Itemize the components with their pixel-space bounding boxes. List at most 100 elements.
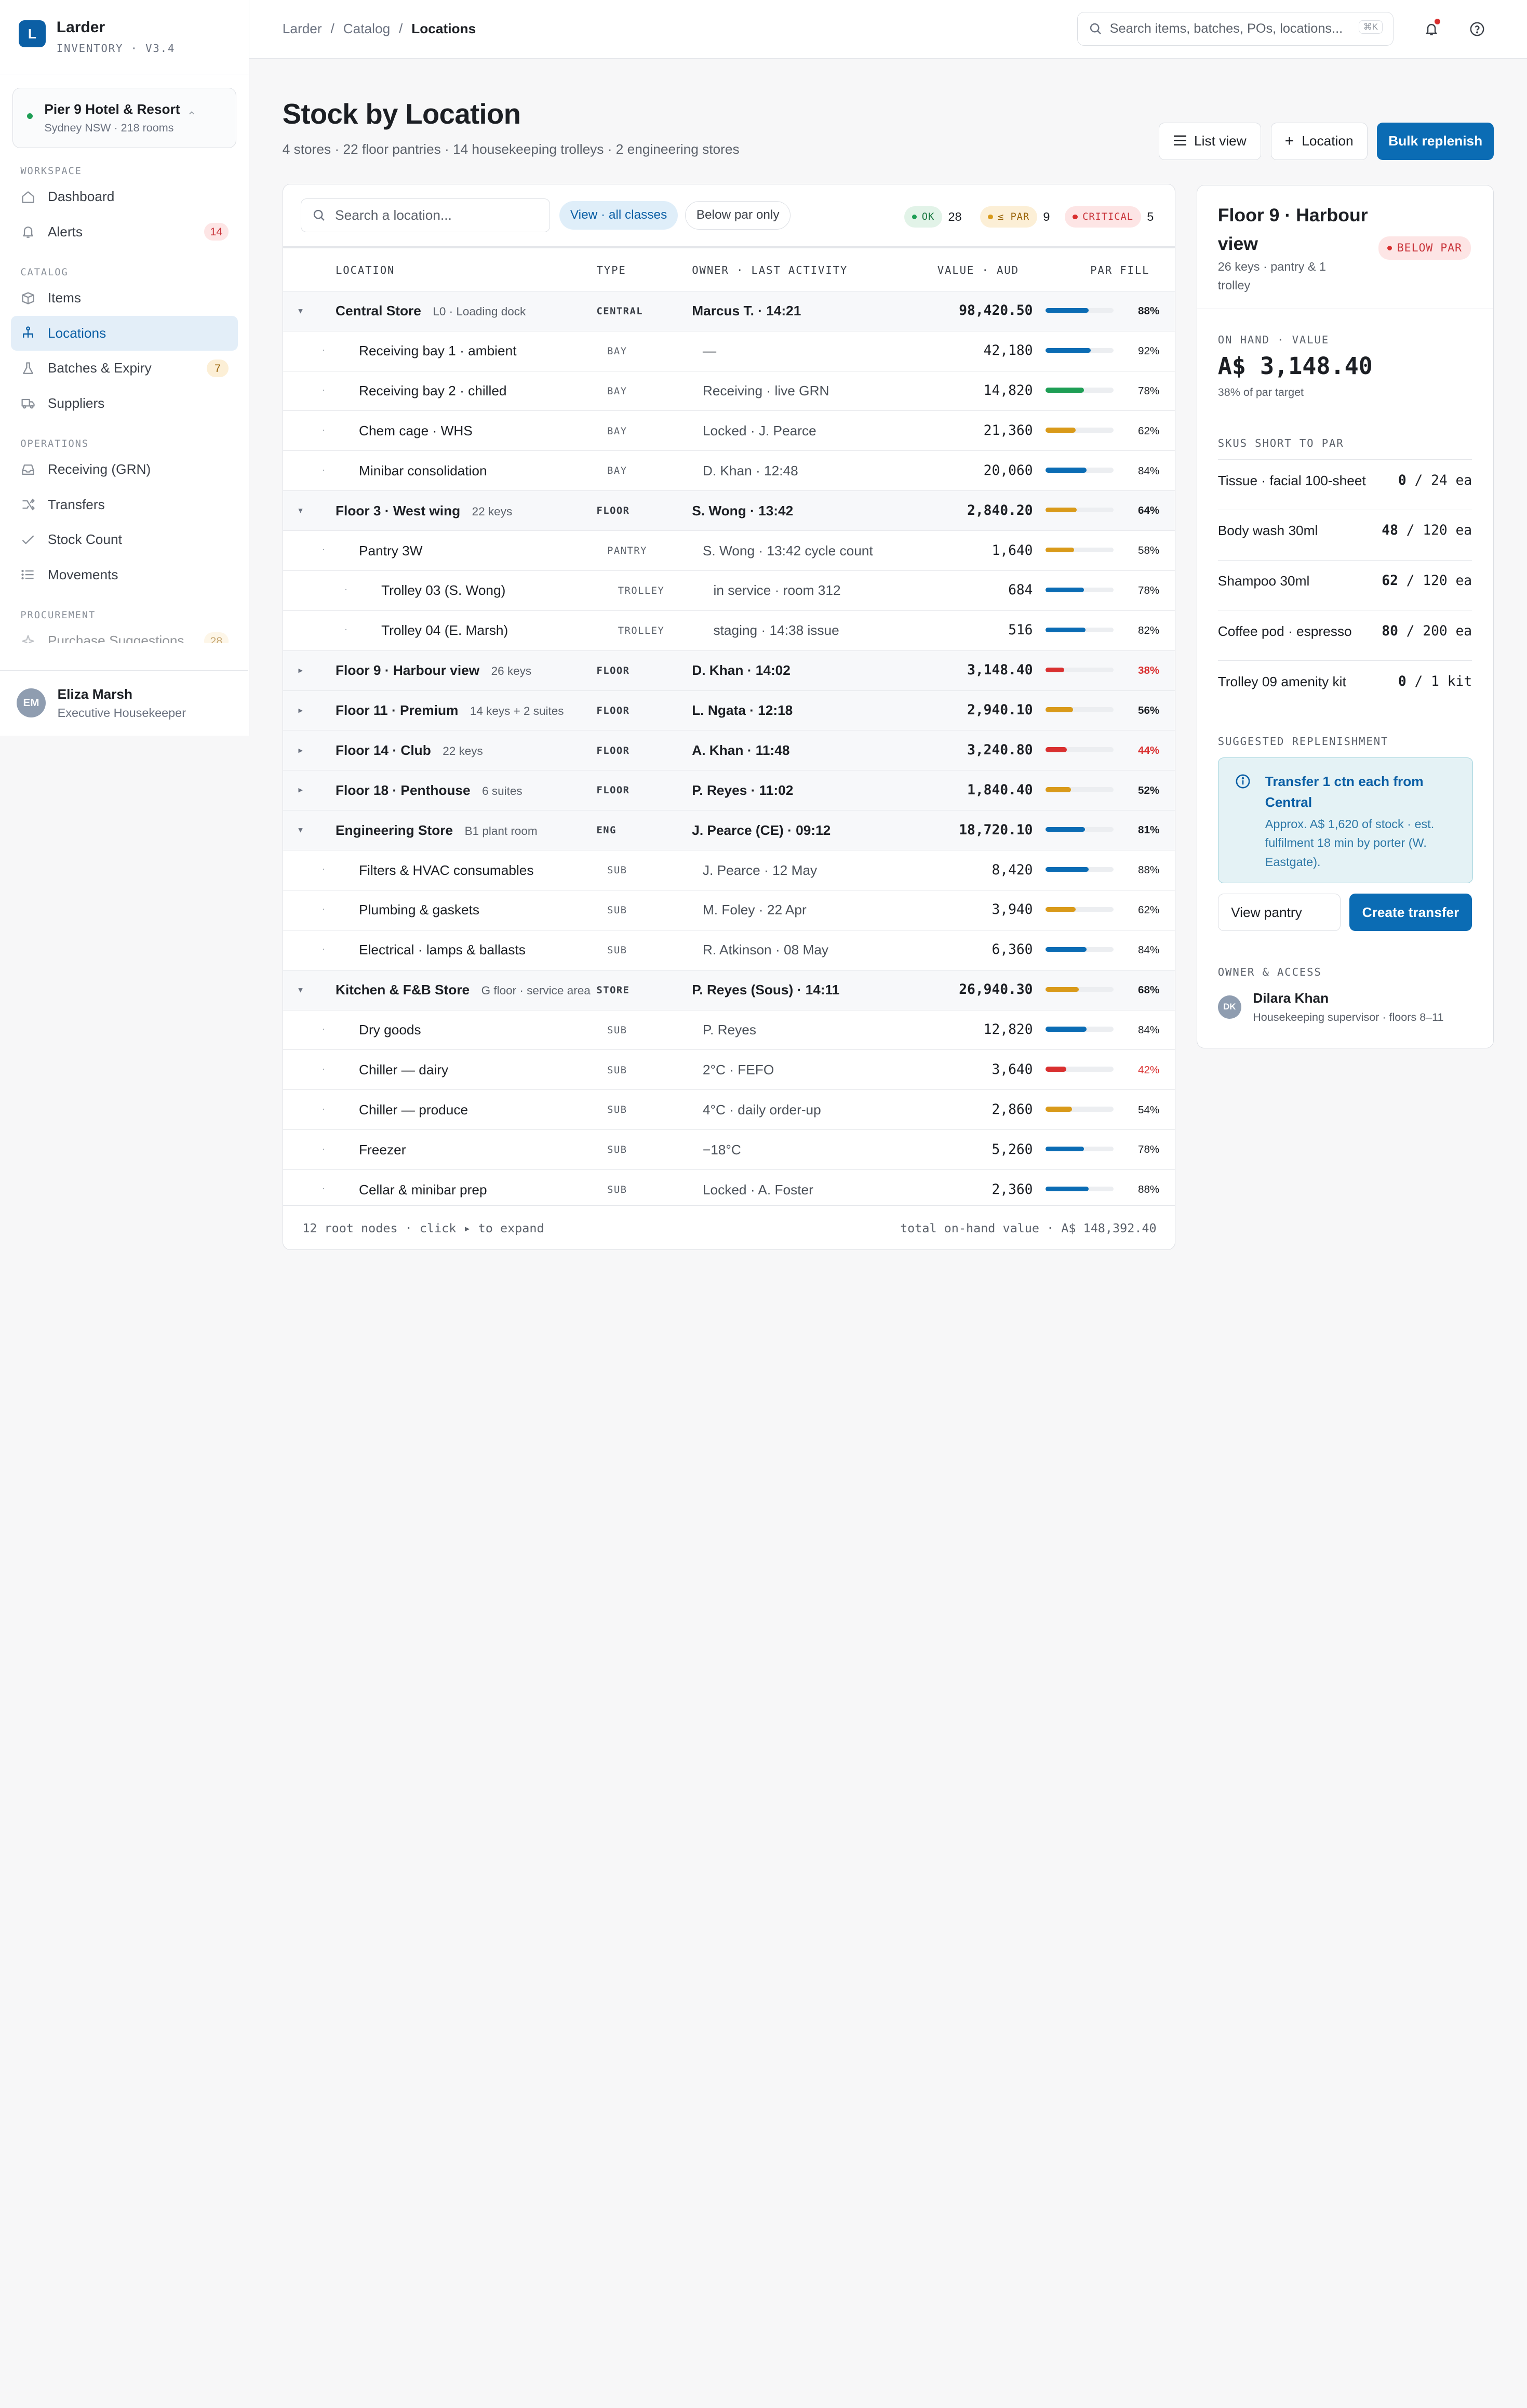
list-view-button[interactable]: List view <box>1159 123 1262 160</box>
expand-caret-icon[interactable]: ▸ <box>298 746 303 755</box>
sku-row[interactable]: Coffee pod · espresso 80 / 200 ea <box>1217 610 1472 661</box>
status-count-crit[interactable]: CRITICAL 5 <box>1065 206 1154 228</box>
sidebar-item-batches-expiry[interactable]: Batches & Expiry 7 <box>11 351 238 386</box>
owner-activity: Marcus T. · 14:21 <box>692 303 801 319</box>
par-fill-percent: 88% <box>1138 1183 1160 1196</box>
sku-row[interactable]: Trolley 09 amenity kit 0 / 1 kit <box>1217 660 1472 711</box>
sidebar-item-locations[interactable]: Locations <box>10 315 238 351</box>
table-row[interactable]: ▾ Kitchen & F&B Store G floor · service ar… <box>283 969 1175 1010</box>
nav-group: Receiving (GRN) Transfers Stock Count Movem… <box>0 452 249 592</box>
app-version: INVENTORY · V3.4 <box>56 42 176 55</box>
table-row[interactable]: · Pantry 3W PANTRY S. Wong · 13:42 cycle co… <box>283 530 1175 570</box>
tree-node-marker: · <box>322 1142 325 1154</box>
sidebar-item-stock-count[interactable]: Stock Count <box>11 522 238 557</box>
help-icon[interactable] <box>1468 20 1488 39</box>
chevron-updown-icon: ⌃ <box>186 110 197 123</box>
sidebar-item-purchase-suggestions[interactable]: Purchase Suggestions 28 <box>11 623 238 643</box>
view-pantry-button[interactable]: View pantry <box>1217 894 1341 931</box>
table-row[interactable]: · Receiving bay 2 · chilled BAY Receiving ·… <box>283 370 1175 411</box>
sidebar-item-receiving-grn[interactable]: Receiving (GRN) <box>11 452 238 487</box>
bell-icon[interactable] <box>1422 18 1442 39</box>
expand-caret-icon[interactable]: ▸ <box>298 666 303 675</box>
table-row[interactable]: ▸ Floor 11 · Premium 14 keys + 2 suites FLO… <box>283 690 1175 730</box>
par-fill-bar <box>1045 747 1114 752</box>
sidebar-item-suppliers[interactable]: Suppliers <box>11 386 238 421</box>
sidebar-item-movements[interactable]: Movements <box>11 557 238 593</box>
location-type: PANTRY <box>607 546 647 557</box>
table-row[interactable]: · Filters & HVAC consumables SUB J. Pearce … <box>283 850 1175 890</box>
table-row[interactable]: · Trolley 04 (E. Marsh) TROLLEY staging · 1… <box>283 610 1175 650</box>
filter-chip-below-par[interactable]: Below par only <box>685 201 791 230</box>
location-type: SUB <box>607 944 627 956</box>
filter-chip-all-classes[interactable]: View · all classes <box>559 201 678 230</box>
par-fill-percent: 54% <box>1138 1103 1160 1116</box>
table-row[interactable]: · Electrical · lamps & ballasts SUB R. Atki… <box>283 929 1175 970</box>
table-row[interactable]: · Chiller — dairy SUB 2°C · FEFO 3,640 42% <box>283 1049 1175 1089</box>
user-profile[interactable]: EM Eliza Marsh Executive Housekeeper <box>0 670 249 736</box>
plus-icon: + <box>1284 132 1294 150</box>
par-fill-percent: 42% <box>1138 1063 1160 1076</box>
par-fill-percent: 81% <box>1138 824 1160 836</box>
table-row[interactable]: ▾ Central Store L0 · Loading dock CENTRAL Ma… <box>283 290 1175 331</box>
table-row[interactable]: ▾ Floor 3 · West wing 22 keys FLOOR S. Wong … <box>283 490 1175 530</box>
table-row[interactable]: · Dry goods SUB P. Reyes 12,820 84% <box>283 1009 1175 1050</box>
table-row[interactable]: · Plumbing & gaskets SUB M. Foley · 22 Apr 3… <box>283 889 1175 930</box>
location-note: 6 suites <box>482 784 523 797</box>
table-row[interactable]: · Minibar consolidation BAY D. Khan · 12:48… <box>283 450 1175 490</box>
sidebar-item-transfers[interactable]: Transfers <box>11 487 238 523</box>
table-row[interactable]: · Freezer SUB −18°C 5,260 78% <box>283 1129 1175 1169</box>
owner-activity: P. Reyes (Sous) · 14:11 <box>692 982 840 998</box>
tree-node-marker: · <box>322 1062 325 1074</box>
property-name: Pier 9 Hotel & Resort <box>44 101 180 117</box>
tree-node-marker: · <box>322 1022 325 1034</box>
count-badge: 28 <box>204 632 229 643</box>
table-row[interactable]: ▸ Floor 9 · Harbour view 26 keys FLOOR D. Kh… <box>283 650 1175 690</box>
sidebar-item-dashboard[interactable]: Dashboard <box>11 179 238 215</box>
sku-row[interactable]: Tissue · facial 100-sheet 0 / 24 ea <box>1217 459 1472 510</box>
collapse-caret-icon[interactable]: ▾ <box>298 306 303 315</box>
collapse-caret-icon[interactable]: ▾ <box>298 506 303 515</box>
par-fill-bar-level <box>1045 1067 1066 1072</box>
par-fill-bar <box>1045 587 1114 593</box>
location-note: 26 keys <box>491 664 532 678</box>
location-name: Central Store L0 · Loading dock <box>336 303 526 319</box>
location-search-input[interactable]: Search a location... <box>300 198 550 233</box>
owner-activity: Receiving · live GRN <box>702 383 829 398</box>
sku-par: / 1 kit <box>1406 673 1472 689</box>
expand-caret-icon[interactable]: ▸ <box>298 706 303 715</box>
table-row[interactable]: · Cellar & minibar prep SUB Locked · A. Fos… <box>283 1169 1175 1209</box>
table-row[interactable]: ▸ Floor 14 · Club 22 keys FLOOR A. Khan · 11… <box>283 730 1175 770</box>
sku-row[interactable]: Body wash 30ml 48 / 120 ea <box>1217 509 1472 561</box>
table-row[interactable]: · Trolley 03 (S. Wong) TROLLEY in service ·… <box>283 570 1175 610</box>
collapse-caret-icon[interactable]: ▾ <box>298 826 303 835</box>
col-type[interactable]: TYPE <box>596 264 626 277</box>
sidebar-item-items[interactable]: Items <box>11 281 238 316</box>
property-switcher[interactable]: Pier 9 Hotel & Resort Sydney NSW · 218 r… <box>12 87 236 148</box>
owner-activity: A. Khan · 11:48 <box>692 742 790 758</box>
col-value[interactable]: VALUE · AUD <box>937 264 1019 277</box>
table-row[interactable]: · Chiller — produce SUB 4°C · daily order-u… <box>283 1089 1175 1129</box>
table-row[interactable]: ▸ Floor 18 · Penthouse 6 suites FLOOR P. Rey… <box>283 770 1175 810</box>
breadcrumb-catalog[interactable]: Catalog <box>343 21 391 37</box>
bulk-replenish-button[interactable]: Bulk replenish <box>1377 123 1494 160</box>
col-owner[interactable]: OWNER · LAST ACTIVITY <box>692 264 848 277</box>
collapse-caret-icon[interactable]: ▾ <box>298 985 303 994</box>
sku-row[interactable]: Shampoo 30ml 62 / 120 ea <box>1217 560 1472 611</box>
status-count-par[interactable]: ≤ PAR 9 <box>980 206 1050 228</box>
add-location-button[interactable]: + Location <box>1270 123 1368 160</box>
stock-value: 2,840.20 <box>967 502 1033 518</box>
global-search-input[interactable]: Search items, batches, POs, locations...… <box>1077 11 1394 46</box>
table-row[interactable]: ▾ Engineering Store B1 plant room ENG J. Pea… <box>283 810 1175 850</box>
expand-caret-icon[interactable]: ▸ <box>298 786 303 795</box>
table-row[interactable]: · Chem cage · WHS BAY Locked · J. Pearce 21,… <box>283 410 1175 450</box>
stock-value: 5,260 <box>992 1141 1033 1158</box>
col-location[interactable]: LOCATION <box>336 264 395 277</box>
status-count-ok[interactable]: OK 28 <box>904 206 962 228</box>
status-count: 28 <box>948 209 962 223</box>
sidebar-item-alerts[interactable]: Alerts 14 <box>11 215 238 250</box>
col-par-fill[interactable]: PAR FILL <box>1090 264 1150 277</box>
table-row[interactable]: · Receiving bay 1 · ambient BAY — 42,180 92% <box>283 330 1175 371</box>
owner-activity: — <box>702 343 717 359</box>
breadcrumb-larder[interactable]: Larder <box>282 21 322 37</box>
create-transfer-button[interactable]: Create transfer <box>1349 894 1472 931</box>
